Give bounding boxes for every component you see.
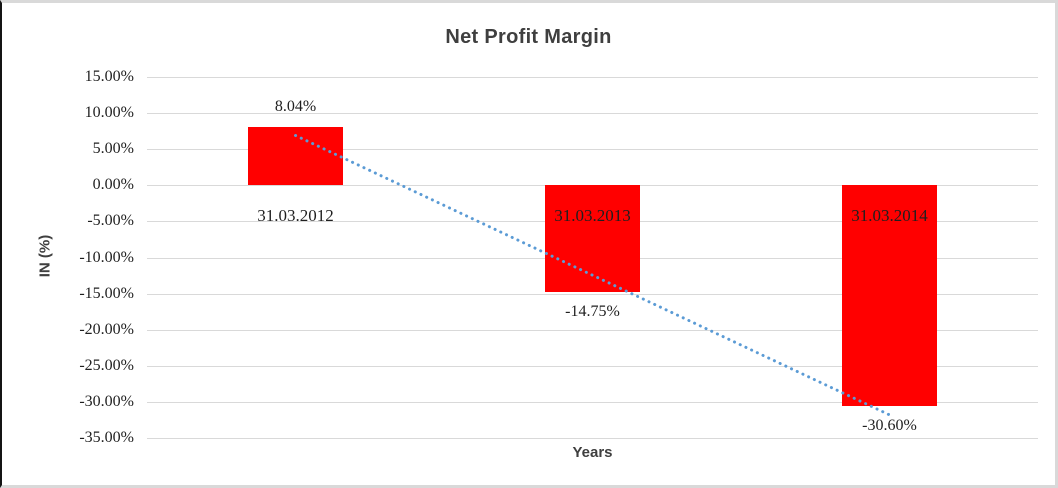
category-label: 31.03.2013 xyxy=(554,206,631,225)
plot-area: 15.00% 10.00% 5.00% 0.00% -5.00% -10.00% -15.0… xyxy=(2,3,1055,485)
y-axis-tick-label: -10.00% xyxy=(79,248,134,266)
gridline xyxy=(147,77,1038,78)
gridline xyxy=(147,113,1038,115)
y-axis-tick-label: 15.00% xyxy=(84,68,134,85)
y-axis-tick-label: -30.00% xyxy=(79,392,134,410)
y-axis-title: IN (%) xyxy=(36,234,54,278)
y-axis-tick-label: -35.00% xyxy=(79,429,134,446)
category-label: 31.03.2014 xyxy=(851,206,928,225)
x-axis-title: Years xyxy=(572,444,613,461)
chart-title: Net Profit Margin xyxy=(445,26,612,48)
data-label: -30.60% xyxy=(862,417,917,435)
y-axis-tick-label: -5.00% xyxy=(87,212,134,230)
category-label: 31.03.2012 xyxy=(257,206,334,225)
y-axis-tick-label: 10.00% xyxy=(84,104,134,122)
y-axis-tick-label: -25.00% xyxy=(79,356,134,374)
bar[interactable] xyxy=(545,185,640,292)
y-axis-tick-label: 5.00% xyxy=(92,140,134,158)
bar[interactable] xyxy=(248,127,343,186)
gridline xyxy=(147,438,1038,439)
y-axis-tick-label: -20.00% xyxy=(79,320,134,338)
y-axis-tick-label: -15.00% xyxy=(79,284,134,302)
y-axis-tick-label: 0.00% xyxy=(92,176,134,194)
data-label: -14.75% xyxy=(565,302,620,320)
data-label: 8.04% xyxy=(274,98,317,116)
